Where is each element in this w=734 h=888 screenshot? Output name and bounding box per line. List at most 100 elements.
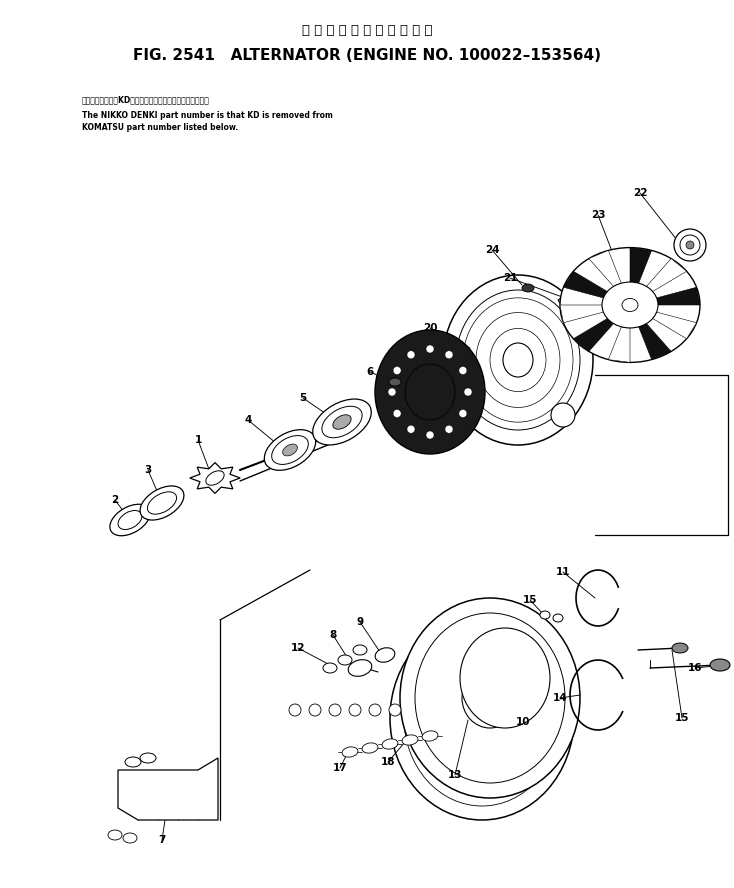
Ellipse shape — [338, 655, 352, 665]
Ellipse shape — [118, 511, 142, 529]
Ellipse shape — [426, 431, 434, 439]
Ellipse shape — [333, 415, 351, 429]
Text: 10: 10 — [516, 717, 530, 727]
Polygon shape — [630, 248, 652, 283]
Text: 5: 5 — [299, 393, 307, 403]
Text: 12: 12 — [291, 643, 305, 653]
Ellipse shape — [622, 298, 638, 312]
Polygon shape — [653, 312, 697, 338]
Ellipse shape — [329, 704, 341, 716]
Ellipse shape — [382, 739, 398, 749]
Ellipse shape — [674, 229, 706, 261]
Text: 2: 2 — [112, 495, 119, 505]
Ellipse shape — [426, 345, 434, 353]
Polygon shape — [558, 280, 608, 322]
Polygon shape — [190, 463, 240, 494]
Ellipse shape — [206, 471, 224, 485]
Text: The NIKKO DENKI part number is that KD is removed from: The NIKKO DENKI part number is that KD i… — [82, 110, 333, 120]
Polygon shape — [564, 271, 607, 297]
Ellipse shape — [459, 409, 467, 417]
Ellipse shape — [309, 704, 321, 716]
Ellipse shape — [393, 409, 401, 417]
Ellipse shape — [463, 297, 573, 422]
Polygon shape — [573, 319, 614, 352]
Ellipse shape — [460, 628, 550, 728]
Ellipse shape — [389, 378, 401, 386]
Ellipse shape — [369, 704, 381, 716]
Ellipse shape — [140, 753, 156, 763]
Polygon shape — [589, 250, 622, 287]
Text: 22: 22 — [633, 188, 647, 198]
Ellipse shape — [389, 704, 401, 716]
Ellipse shape — [522, 284, 534, 292]
Text: 17: 17 — [333, 763, 347, 773]
Text: 16: 16 — [688, 663, 702, 673]
Ellipse shape — [313, 399, 371, 445]
Text: 8: 8 — [330, 630, 337, 640]
Ellipse shape — [672, 643, 688, 653]
Polygon shape — [657, 287, 700, 305]
Text: 20: 20 — [423, 323, 437, 333]
Ellipse shape — [476, 313, 560, 408]
Ellipse shape — [445, 351, 453, 359]
Ellipse shape — [553, 614, 563, 622]
Text: 7: 7 — [159, 835, 166, 845]
Ellipse shape — [464, 388, 472, 396]
Ellipse shape — [342, 747, 358, 757]
Ellipse shape — [400, 598, 580, 798]
Ellipse shape — [349, 704, 361, 716]
Ellipse shape — [148, 492, 177, 514]
Ellipse shape — [405, 364, 455, 420]
Ellipse shape — [445, 425, 453, 433]
Text: 6: 6 — [366, 367, 374, 377]
Ellipse shape — [375, 330, 485, 454]
Text: 24: 24 — [484, 245, 499, 255]
Ellipse shape — [551, 403, 575, 427]
Polygon shape — [639, 323, 671, 360]
Ellipse shape — [443, 275, 593, 445]
Ellipse shape — [602, 282, 658, 328]
Ellipse shape — [353, 645, 367, 655]
Text: 21: 21 — [503, 273, 517, 283]
Text: オ ル タ ネ ー タ 　 通 用 号 機: オ ル タ ネ ー タ 通 用 号 機 — [302, 23, 432, 36]
Ellipse shape — [362, 743, 378, 753]
Ellipse shape — [686, 241, 694, 249]
Ellipse shape — [393, 367, 401, 375]
Ellipse shape — [388, 388, 396, 396]
Ellipse shape — [407, 351, 415, 359]
Ellipse shape — [490, 329, 546, 392]
Ellipse shape — [140, 486, 184, 520]
Text: 品番のメーカ記号KDを除いたものが自社電機の品番です。: 品番のメーカ記号KDを除いたものが自社電機の品番です。 — [82, 96, 210, 105]
Ellipse shape — [390, 616, 574, 820]
Ellipse shape — [462, 668, 518, 728]
Ellipse shape — [422, 731, 438, 741]
Text: 11: 11 — [556, 567, 570, 577]
Text: 14: 14 — [553, 693, 567, 703]
Ellipse shape — [322, 406, 362, 438]
Ellipse shape — [323, 663, 337, 673]
Polygon shape — [647, 258, 686, 291]
Ellipse shape — [348, 660, 372, 677]
Ellipse shape — [402, 735, 418, 745]
Ellipse shape — [407, 425, 415, 433]
Text: FIG. 2541   ALTERNATOR (ENGINE NO. 100022–153564): FIG. 2541 ALTERNATOR (ENGINE NO. 100022–… — [133, 47, 601, 62]
Ellipse shape — [415, 613, 565, 783]
Ellipse shape — [125, 757, 141, 767]
Text: 9: 9 — [357, 617, 363, 627]
Text: 18: 18 — [381, 757, 395, 767]
Ellipse shape — [540, 611, 550, 619]
Ellipse shape — [459, 367, 467, 375]
Ellipse shape — [503, 343, 533, 377]
Ellipse shape — [375, 647, 395, 662]
Text: 4: 4 — [244, 415, 252, 425]
Ellipse shape — [264, 430, 316, 471]
Polygon shape — [560, 305, 603, 322]
Text: 23: 23 — [591, 210, 606, 220]
Text: 3: 3 — [145, 465, 152, 475]
Polygon shape — [118, 758, 218, 820]
Ellipse shape — [456, 290, 580, 430]
Ellipse shape — [680, 235, 700, 255]
Text: KOMATSU part number listed below.: KOMATSU part number listed below. — [82, 123, 239, 132]
Polygon shape — [608, 327, 630, 362]
Ellipse shape — [283, 444, 297, 456]
